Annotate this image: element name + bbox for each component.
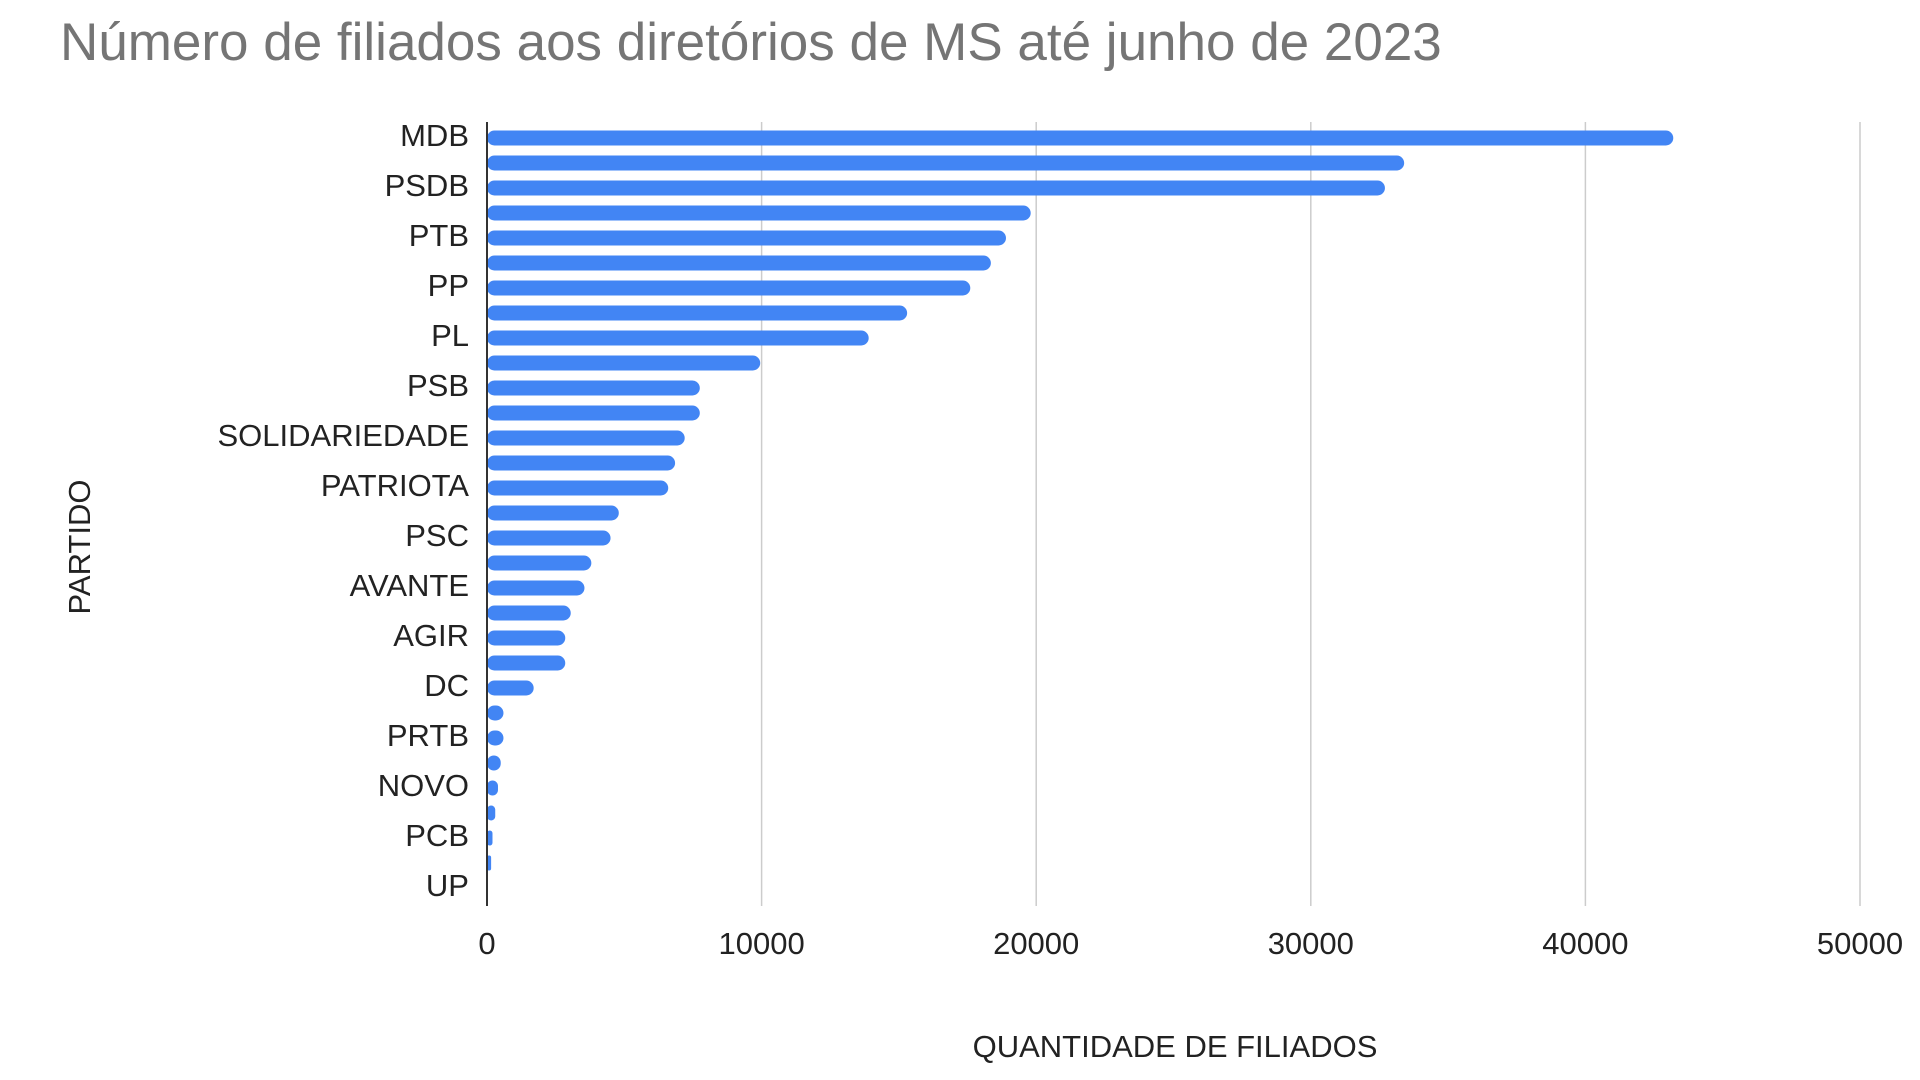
- y-tick-label: PCB: [405, 818, 469, 853]
- bar: [487, 205, 1031, 221]
- x-tick-label: 0: [478, 926, 495, 961]
- y-tick-label: AGIR: [393, 618, 469, 653]
- x-tick-label: 20000: [993, 926, 1079, 961]
- y-tick-label: PSDB: [385, 168, 469, 203]
- bar: [487, 305, 908, 321]
- y-tick-label: UP: [426, 868, 469, 903]
- y-tick-label: PSB: [407, 368, 469, 403]
- bar: [487, 130, 1674, 146]
- x-tick-label: 10000: [718, 926, 804, 961]
- x-tick-label: 40000: [1542, 926, 1628, 961]
- y-tick-label: NOVO: [378, 768, 469, 803]
- bar: [487, 855, 492, 871]
- bar: [487, 530, 611, 546]
- y-tick-label: PSC: [405, 518, 469, 553]
- x-tick-label: 50000: [1817, 926, 1903, 961]
- bar: [487, 405, 700, 421]
- chart-title: Número de filiados aos diretórios de MS …: [60, 13, 1442, 72]
- bar: [487, 755, 501, 771]
- y-axis-label: PARTIDO: [62, 480, 97, 615]
- y-tick-label: PTB: [409, 218, 469, 253]
- y-tick-label: MDB: [400, 118, 469, 153]
- bar: [487, 830, 493, 846]
- bar: [487, 655, 566, 671]
- bar: [487, 430, 685, 446]
- bar: [487, 505, 619, 521]
- bar: [487, 280, 971, 296]
- y-tick-label: PL: [431, 318, 469, 353]
- y-tick-label: PATRIOTA: [321, 468, 469, 503]
- bar: [487, 580, 585, 596]
- bar: [487, 630, 566, 646]
- y-tick-label: AVANTE: [350, 568, 469, 603]
- y-tick-label: PP: [428, 268, 469, 303]
- bar: [487, 455, 676, 471]
- bar: [487, 705, 504, 721]
- x-tick-label: 30000: [1268, 926, 1354, 961]
- bar: [487, 355, 761, 371]
- bar: [487, 555, 592, 571]
- bar: [487, 730, 504, 746]
- bar: [487, 330, 869, 346]
- y-tick-label: PRTB: [387, 718, 469, 753]
- bar: [487, 155, 1405, 171]
- x-axis-label: QUANTIDADE DE FILIADOS: [973, 1029, 1378, 1064]
- y-tick-label: SOLIDARIEDADE: [217, 418, 469, 453]
- bar: [487, 255, 991, 271]
- bar: [487, 230, 1006, 246]
- bar: [487, 180, 1385, 196]
- bar: [487, 605, 571, 621]
- bar: [487, 805, 496, 821]
- y-tick-label: DC: [424, 668, 469, 703]
- bar: [487, 780, 498, 796]
- bar: [487, 380, 700, 396]
- bar: [487, 480, 669, 496]
- bar: [487, 680, 534, 696]
